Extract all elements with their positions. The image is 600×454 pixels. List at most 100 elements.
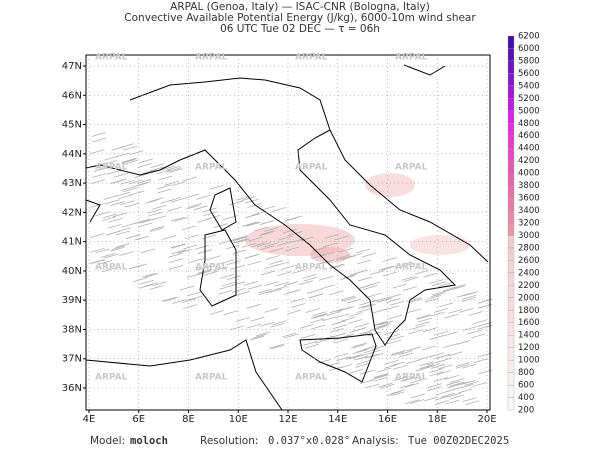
wind-barb xyxy=(152,204,167,210)
lat-label: 40N xyxy=(62,266,82,277)
wind-barb xyxy=(196,218,212,223)
wind-barb xyxy=(303,276,318,282)
wind-barb xyxy=(419,361,434,367)
wind-barb xyxy=(343,273,358,279)
wind-barb xyxy=(245,213,260,219)
wind-barb xyxy=(367,331,382,337)
lat-label: 46N xyxy=(62,90,82,101)
wind-barb xyxy=(386,298,401,303)
colorbar-bin xyxy=(507,335,515,348)
footer-label: Resolution: xyxy=(200,435,258,447)
wind-barb xyxy=(334,235,349,241)
watermark: ARPAL xyxy=(95,53,128,63)
wind-barb xyxy=(311,254,326,259)
wind-barb xyxy=(445,380,461,386)
wind-barb xyxy=(123,187,138,193)
wind-barb xyxy=(230,264,245,270)
wind-barb xyxy=(209,309,225,315)
wind-barb xyxy=(315,338,330,344)
wind-barb xyxy=(390,389,405,395)
wind-barb xyxy=(268,288,283,294)
wind-barb xyxy=(115,243,130,248)
wind-barb xyxy=(179,285,195,291)
wind-barb xyxy=(477,303,492,309)
wind-barb xyxy=(203,270,218,276)
colorbar-bin xyxy=(507,397,515,411)
wind-barb xyxy=(423,396,439,402)
wind-barb xyxy=(110,201,125,206)
wind-barb xyxy=(384,330,399,336)
wind-barb xyxy=(89,233,105,238)
lat-label: 44N xyxy=(62,149,82,160)
wind-barb xyxy=(277,235,293,241)
wind-barb xyxy=(426,294,442,300)
wind-barb xyxy=(167,167,182,173)
wind-barb xyxy=(246,303,261,309)
wind-barb xyxy=(353,342,368,348)
watermark: ARPAL xyxy=(195,263,228,273)
wind-barb xyxy=(107,223,122,229)
lat-label: 39N xyxy=(62,295,82,306)
wind-barb xyxy=(451,285,466,291)
wind-barb xyxy=(219,284,234,290)
wind-barb xyxy=(390,391,405,397)
wind-barb xyxy=(95,211,110,217)
wind-barb xyxy=(149,285,164,290)
wind-barb xyxy=(137,178,152,184)
wind-barb xyxy=(416,314,431,320)
wind-barb xyxy=(149,166,165,172)
wind-barb xyxy=(170,216,185,222)
wind-barb xyxy=(430,292,446,298)
wind-barb xyxy=(403,277,418,282)
wind-barb xyxy=(434,395,449,401)
wind-barb xyxy=(254,226,269,232)
colorbar-label: 5200 xyxy=(518,94,540,104)
colorbar-label: 3000 xyxy=(518,231,540,241)
wind-barb xyxy=(284,333,299,339)
wind-barb xyxy=(277,271,292,277)
colorbar-label: 2000 xyxy=(518,293,540,303)
wind-barb xyxy=(363,348,379,354)
wind-barb xyxy=(433,330,449,336)
wind-barb xyxy=(410,393,426,399)
wind-barb xyxy=(390,335,405,341)
wind-barb xyxy=(249,335,265,341)
colorbar-bin xyxy=(507,359,515,373)
colorbar-label: 5800 xyxy=(518,56,540,66)
wind-barb xyxy=(259,231,274,237)
colorbar-bin xyxy=(507,372,515,386)
watermark: ARPAL xyxy=(395,263,428,273)
wind-barb xyxy=(219,273,235,279)
wind-barb xyxy=(158,175,173,181)
colorbar-label: 2800 xyxy=(518,243,540,253)
wind-barb xyxy=(465,400,480,406)
wind-barb xyxy=(329,328,344,333)
wind-barb xyxy=(209,184,224,190)
wind-barb xyxy=(241,243,256,248)
wind-barb xyxy=(305,308,321,313)
wind-barb xyxy=(450,381,465,387)
wind-barb xyxy=(160,165,175,171)
wind-barb xyxy=(410,324,426,330)
wind-barb xyxy=(462,294,477,300)
wind-barb xyxy=(284,246,299,252)
wind-barb xyxy=(459,307,474,313)
colorbar-label: 3400 xyxy=(518,206,540,216)
wind-barb xyxy=(149,197,164,203)
wind-barb xyxy=(352,327,367,332)
colorbar-label: 3800 xyxy=(518,181,540,191)
wind-barb xyxy=(91,132,106,137)
wind-barb xyxy=(168,258,183,263)
wind-barb xyxy=(363,285,378,290)
wind-barb xyxy=(121,222,136,228)
wind-barb xyxy=(378,382,393,388)
colorbar-label: 800 xyxy=(518,368,534,378)
wind-barb xyxy=(113,172,128,178)
wind-barb xyxy=(167,252,183,258)
wind-barb xyxy=(232,238,247,244)
wind-barb xyxy=(103,195,118,200)
wind-barb xyxy=(470,333,485,339)
watermark: ARPAL xyxy=(395,53,428,63)
watermark: ARPAL xyxy=(95,163,128,173)
